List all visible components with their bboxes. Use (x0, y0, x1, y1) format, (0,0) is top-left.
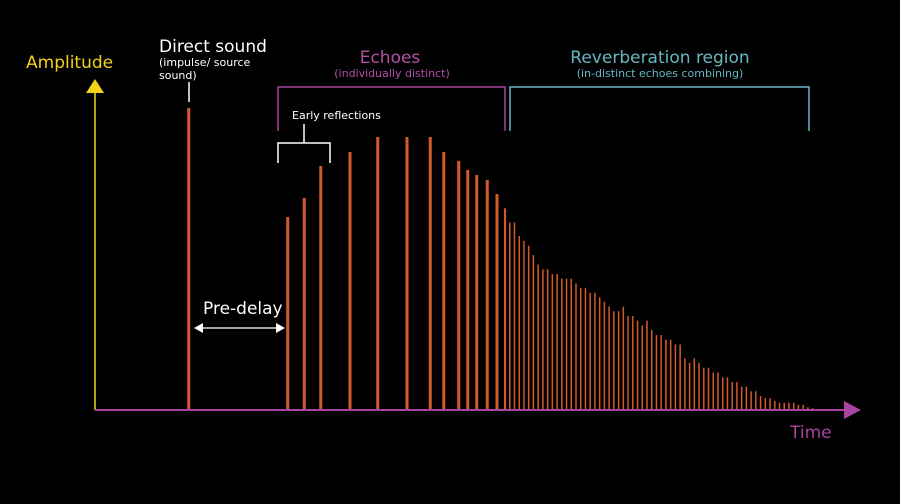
reverb-bar (740, 386, 743, 410)
reverb-bar (598, 297, 601, 410)
reverb-bar (509, 222, 511, 410)
echoes-bracket (277, 86, 506, 131)
reverb-bar (731, 381, 733, 410)
reverb-subtitle: (in-distinct echoes combining) (577, 67, 744, 80)
reverb-bar (570, 278, 573, 410)
reverb-bar (774, 400, 776, 410)
reverb-bar (527, 245, 530, 410)
pre-delay-label: Pre-delay (203, 299, 283, 319)
reverb-bar (579, 287, 582, 410)
early-reflections-label: Early reflections (292, 109, 381, 122)
echo-bar (485, 179, 489, 410)
reverb-bar (622, 306, 625, 410)
direct-sound-bar (187, 108, 191, 410)
reverb-bar (712, 372, 715, 410)
reverb-bar (721, 377, 724, 410)
pre-delay-left-arrow-icon (194, 323, 203, 333)
reverb-bar (674, 344, 677, 410)
reverb-bar (617, 311, 620, 410)
reverb-bar (698, 362, 700, 410)
reverb-title: Reverberation region (570, 48, 749, 68)
reverb-bar (778, 402, 781, 410)
reverb-bar (755, 391, 757, 410)
echo-bar (348, 152, 352, 411)
reverb-bar (565, 278, 568, 410)
reverb-bar (551, 274, 554, 410)
reverb-bar (655, 335, 658, 410)
pre-delay-right-arrow-icon (276, 323, 285, 333)
echoes-title: Echoes (360, 48, 421, 68)
time-arrow-icon (844, 401, 861, 419)
reverb-bar (684, 358, 686, 410)
reverb-bar (613, 311, 615, 410)
echo-bar (442, 152, 446, 411)
reverb-bar (703, 367, 705, 410)
echoes-subtitle: (individually distinct) (334, 67, 450, 80)
reverb-bar (589, 292, 591, 410)
reverb-bar (546, 269, 549, 410)
direct-sound-sub-2: sound) (159, 69, 197, 82)
direct-sound-title: Direct sound (159, 37, 267, 57)
reverb-bar (745, 386, 748, 410)
reverb-bar (759, 396, 762, 410)
reverb-bar (646, 320, 648, 410)
reverb-bar (764, 398, 767, 410)
echo-bar (475, 175, 479, 410)
reverb-bar (665, 339, 667, 410)
reverb-bar (792, 402, 795, 410)
reverb-bar (797, 404, 800, 410)
reverb-bar (650, 329, 653, 410)
reverb-bar (537, 264, 539, 410)
reverb-bar (679, 344, 681, 410)
bars-group (187, 108, 814, 411)
reverb-bar (750, 391, 752, 410)
reverb-bar (561, 278, 563, 410)
reverb-bar (802, 404, 804, 410)
echo-bar (302, 197, 306, 410)
reverb-bar (726, 377, 729, 410)
reverb-bar (542, 269, 544, 410)
reverb-bar (660, 335, 662, 410)
echo-bar (286, 217, 290, 410)
reverb-bar (736, 381, 738, 410)
reverb-bar (518, 236, 520, 410)
echo-bar (495, 194, 499, 410)
reverb-bar (503, 208, 507, 410)
echo-bar (428, 136, 432, 410)
amplitude-arrow-icon (86, 79, 104, 93)
echo-bar (319, 165, 323, 410)
reverb-bar (603, 301, 606, 410)
reverb-bar (717, 372, 719, 410)
reverb-bar (523, 240, 525, 410)
reverb-bar (669, 339, 672, 410)
direct-sound-sub-1: (impulse/ source (159, 56, 251, 69)
reverb-bar (788, 402, 790, 410)
echo-bar (405, 136, 409, 410)
reverb-bar (807, 407, 809, 410)
reverb-bracket (509, 86, 810, 131)
reverb-bar (688, 362, 691, 410)
reverb-bar (556, 274, 558, 410)
reverb-bar (641, 325, 644, 410)
reverb-bar (608, 306, 610, 410)
reverb-bar (693, 358, 696, 410)
reverb-bar (575, 283, 577, 410)
reverb-bar (532, 255, 535, 410)
reverb-bar (584, 287, 587, 410)
reverb-bar (636, 320, 639, 410)
reverb-bar (627, 316, 629, 410)
reverb-bar (783, 402, 785, 410)
amplitude-label: Amplitude (26, 53, 113, 73)
time-label: Time (789, 423, 832, 443)
echo-bar (466, 169, 470, 410)
reverb-bar (632, 316, 634, 410)
reverb-bar (513, 222, 516, 410)
echo-bar (457, 160, 461, 410)
reverb-bar (769, 398, 771, 410)
reverb-bar (594, 292, 596, 410)
reverb-bar (707, 367, 710, 410)
echo-bar (376, 136, 380, 410)
